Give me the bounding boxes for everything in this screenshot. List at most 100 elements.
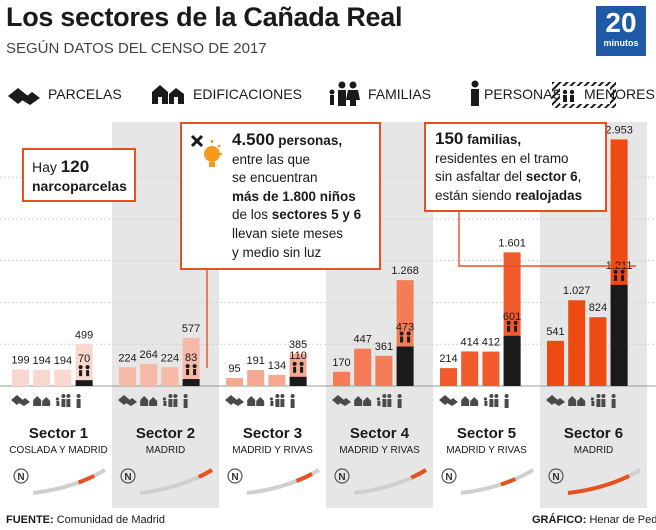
building-icon <box>568 396 586 406</box>
children-icon <box>399 331 411 343</box>
callout1-pre: Hay <box>32 159 61 175</box>
sector-place: MADRID <box>146 445 185 456</box>
callout1-number: 120 <box>60 157 90 176</box>
sector-place: COSLADA Y MADRID <box>9 445 108 456</box>
callout3-line3b: realojadas <box>515 187 583 203</box>
north-compass-icon: N <box>441 468 457 484</box>
sector-name: Sector 5 <box>457 425 516 442</box>
svg-text:N: N <box>552 472 559 483</box>
north-compass-icon: N <box>120 468 136 484</box>
bar-familias <box>54 369 72 386</box>
children-icon <box>613 269 625 281</box>
callout2-line6: y medio sin luz <box>232 244 322 260</box>
bar-parcelas <box>12 369 29 386</box>
callout2-line4b: sectores 5 y 6 <box>271 207 362 223</box>
value-label-parcelas: 199 <box>11 354 29 366</box>
value-label-familias: 134 <box>268 360 286 372</box>
callout3-line2a: sin asfaltar del <box>435 169 526 185</box>
value-label-parcelas: 170 <box>332 357 350 369</box>
callout3-line2c: , <box>577 169 582 185</box>
svg-text:N: N <box>445 472 452 483</box>
parcel-icon <box>546 395 565 406</box>
callout2-line3: más de 1.800 niños <box>232 188 356 204</box>
bar-menores <box>75 380 93 386</box>
svg-text:N: N <box>17 472 24 483</box>
bar-familias <box>375 355 393 386</box>
bar-parcelas <box>547 340 564 386</box>
bar-edificaciones <box>461 351 479 386</box>
building-icon <box>152 85 184 104</box>
value-label-edificaciones: 414 <box>461 336 479 348</box>
parcel-icon <box>332 395 351 406</box>
children-icon <box>185 364 197 376</box>
legend-edificaciones: EDIFICACIONES <box>193 86 302 102</box>
bar-edificaciones <box>568 300 586 386</box>
credit-note: GRÁFICO: Henar de Pedro <box>532 514 656 526</box>
family-icon <box>162 394 178 407</box>
sector-name: Sector 6 <box>564 425 623 442</box>
map-sector-highlight <box>353 468 428 495</box>
parcel-icon <box>439 395 458 406</box>
legend-parcelas: PARCELAS <box>48 86 122 102</box>
callout2-unit: personas, <box>274 133 343 148</box>
sector-name: Sector 3 <box>243 425 302 442</box>
sector-place: MADRID Y RIVAS <box>446 445 527 456</box>
callout3-unit: familias, <box>463 132 522 147</box>
family-icon <box>329 81 360 106</box>
family-icon <box>376 394 392 407</box>
value-label-edificaciones: 264 <box>140 349 158 361</box>
map-sector-highlight <box>567 468 642 495</box>
children-icon <box>78 365 90 377</box>
bar-familias <box>161 367 179 386</box>
value-label-parcelas: 214 <box>439 353 457 365</box>
children-icon <box>552 82 616 108</box>
bar-menores <box>610 284 628 386</box>
lightbulb-crossed-icon <box>190 134 222 167</box>
north-compass-icon: N <box>13 468 29 484</box>
building-icon <box>33 396 51 406</box>
sector-name: Sector 4 <box>350 425 410 442</box>
north-compass-icon: N <box>548 468 564 484</box>
bar-parcelas <box>440 368 457 386</box>
value-label-personas: 2.953 <box>605 124 633 136</box>
sector-place: MADRID Y RIVAS <box>232 445 313 456</box>
bar-edificaciones <box>247 370 265 386</box>
parcel-icon <box>118 395 137 406</box>
family-icon <box>483 394 499 407</box>
bar-parcelas <box>226 378 243 386</box>
family-icon <box>269 394 285 407</box>
value-label-parcelas: 95 <box>228 363 240 375</box>
person-icon <box>504 394 509 408</box>
building-icon <box>140 396 158 406</box>
legend-menores: MENORES <box>584 86 655 102</box>
value-label-menores: 83 <box>185 352 197 364</box>
person-icon <box>397 394 402 408</box>
callout3-line1: residentes en el tramo <box>435 150 569 166</box>
value-label-edificaciones: 1.027 <box>563 285 591 297</box>
callout2-line2: se encuentran <box>232 170 318 186</box>
svg-text:N: N <box>338 472 345 483</box>
value-label-edificaciones: 191 <box>247 355 265 367</box>
person-icon <box>290 394 295 408</box>
legend-familias: FAMILIAS <box>368 86 432 102</box>
callout2-line4a: de los <box>232 207 272 223</box>
legend-personas: PERSONAS <box>484 86 562 102</box>
legend: PARCELAS EDIFICACIONES FAMILIAS PERSONAS… <box>0 78 656 114</box>
map-road <box>246 468 321 495</box>
callout-realojo: 150 familias, residentes en el tramo sin… <box>424 122 607 212</box>
callout-narcoparcelas: Hay 120 narcoparcelas <box>22 148 136 202</box>
credit-text: Henar de Pedro <box>589 514 656 526</box>
bars <box>11 139 628 408</box>
bar-familias <box>482 351 500 386</box>
category-labels: Sector 1 COSLADA Y MADRID N Sector 2 MADRID N… <box>9 425 642 495</box>
children-icon <box>292 361 304 373</box>
bar-edificaciones <box>354 348 372 386</box>
callout-sin-luz: 4.500 personas, entre las que se encuent… <box>180 122 381 270</box>
parcel-icon <box>11 395 30 406</box>
bar-familias <box>589 317 607 386</box>
callout2-number: 4.500 <box>232 130 275 149</box>
source-text: Comunidad de Madrid <box>53 514 165 526</box>
bar-edificaciones <box>140 363 158 386</box>
